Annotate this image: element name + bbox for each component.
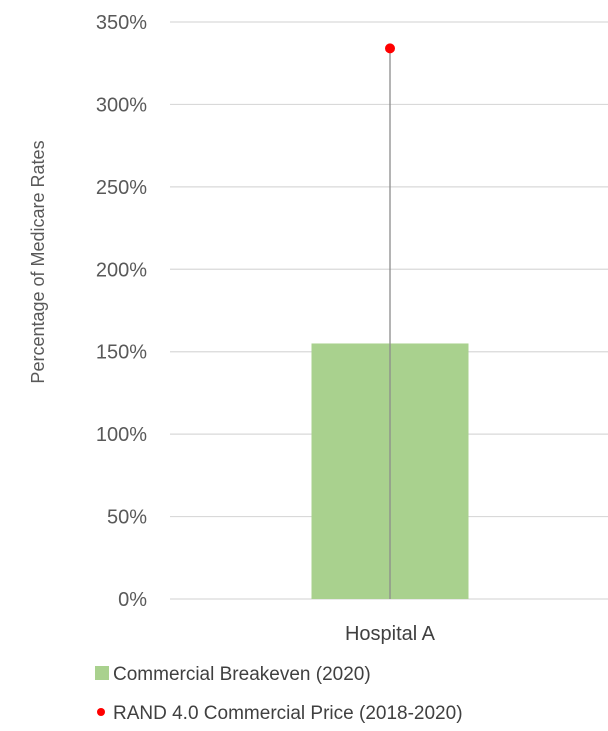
y-tick-label: 300% <box>96 94 147 116</box>
x-axis-category-labels: Hospital A <box>345 623 436 645</box>
point-rand-commercial-price <box>385 43 395 54</box>
y-tick-label: 150% <box>96 342 147 364</box>
y-tick-label: 50% <box>107 507 147 529</box>
y-axis-tick-labels: 0% 50% 100% 150% 200% 250% 300% 350% <box>96 12 147 611</box>
y-tick-label: 250% <box>96 177 147 199</box>
legend: Commercial Breakeven (2020) RAND 4.0 Comm… <box>95 664 463 724</box>
y-tick-label: 200% <box>96 259 147 281</box>
x-category-label: Hospital A <box>345 623 436 645</box>
legend-label: RAND 4.0 Commercial Price (2018-2020) <box>113 703 463 724</box>
price-points <box>385 43 395 599</box>
y-axis-title: Percentage of Medicare Rates <box>28 140 48 383</box>
legend-label: Commercial Breakeven (2020) <box>113 664 371 685</box>
legend-swatch-point <box>97 708 105 716</box>
y-tick-label: 350% <box>96 12 147 34</box>
y-tick-label: 0% <box>118 589 147 611</box>
y-tick-label: 100% <box>96 424 147 446</box>
legend-swatch-bar <box>95 666 109 680</box>
